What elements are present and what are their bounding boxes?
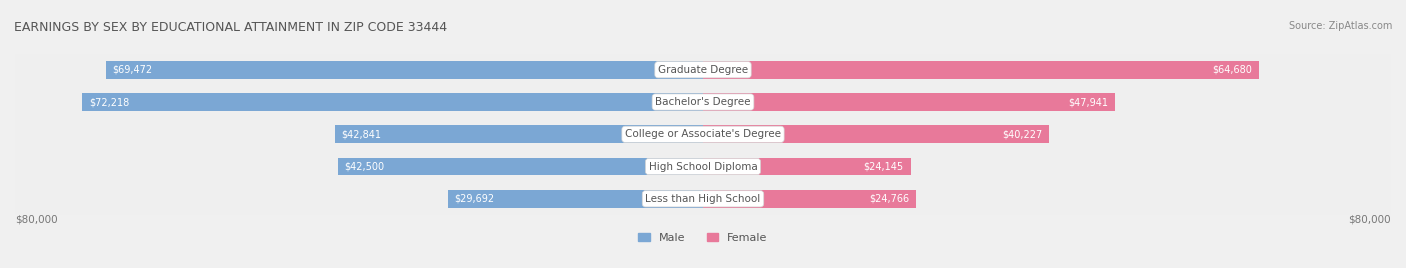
Text: Bachelor's Degree: Bachelor's Degree — [655, 97, 751, 107]
Text: $29,692: $29,692 — [454, 194, 495, 204]
Bar — [703, 61, 1260, 79]
Bar — [15, 86, 1391, 118]
Bar — [15, 54, 1391, 86]
Text: Graduate Degree: Graduate Degree — [658, 65, 748, 75]
Bar — [337, 158, 703, 176]
Bar — [15, 150, 1391, 183]
Text: $24,145: $24,145 — [863, 162, 904, 172]
Text: $42,500: $42,500 — [344, 162, 384, 172]
Text: College or Associate's Degree: College or Associate's Degree — [626, 129, 780, 139]
Text: $80,000: $80,000 — [1348, 215, 1391, 225]
Legend: Male, Female: Male, Female — [634, 228, 772, 247]
Bar — [703, 158, 911, 176]
Text: $69,472: $69,472 — [112, 65, 152, 75]
Bar — [703, 190, 915, 208]
Text: $80,000: $80,000 — [15, 215, 58, 225]
Text: $47,941: $47,941 — [1069, 97, 1108, 107]
Text: High School Diploma: High School Diploma — [648, 162, 758, 172]
Text: $42,841: $42,841 — [342, 129, 381, 139]
Text: $24,766: $24,766 — [869, 194, 910, 204]
Text: $64,680: $64,680 — [1212, 65, 1253, 75]
Text: $40,227: $40,227 — [1002, 129, 1042, 139]
Text: $72,218: $72,218 — [89, 97, 129, 107]
Bar — [15, 118, 1391, 150]
Bar — [703, 93, 1115, 111]
Bar — [105, 61, 703, 79]
Text: EARNINGS BY SEX BY EDUCATIONAL ATTAINMENT IN ZIP CODE 33444: EARNINGS BY SEX BY EDUCATIONAL ATTAINMEN… — [14, 21, 447, 35]
Bar — [447, 190, 703, 208]
Bar — [335, 125, 703, 143]
Text: Source: ZipAtlas.com: Source: ZipAtlas.com — [1288, 21, 1392, 31]
Bar — [703, 125, 1049, 143]
Text: Less than High School: Less than High School — [645, 194, 761, 204]
Bar — [15, 183, 1391, 215]
Bar — [82, 93, 703, 111]
